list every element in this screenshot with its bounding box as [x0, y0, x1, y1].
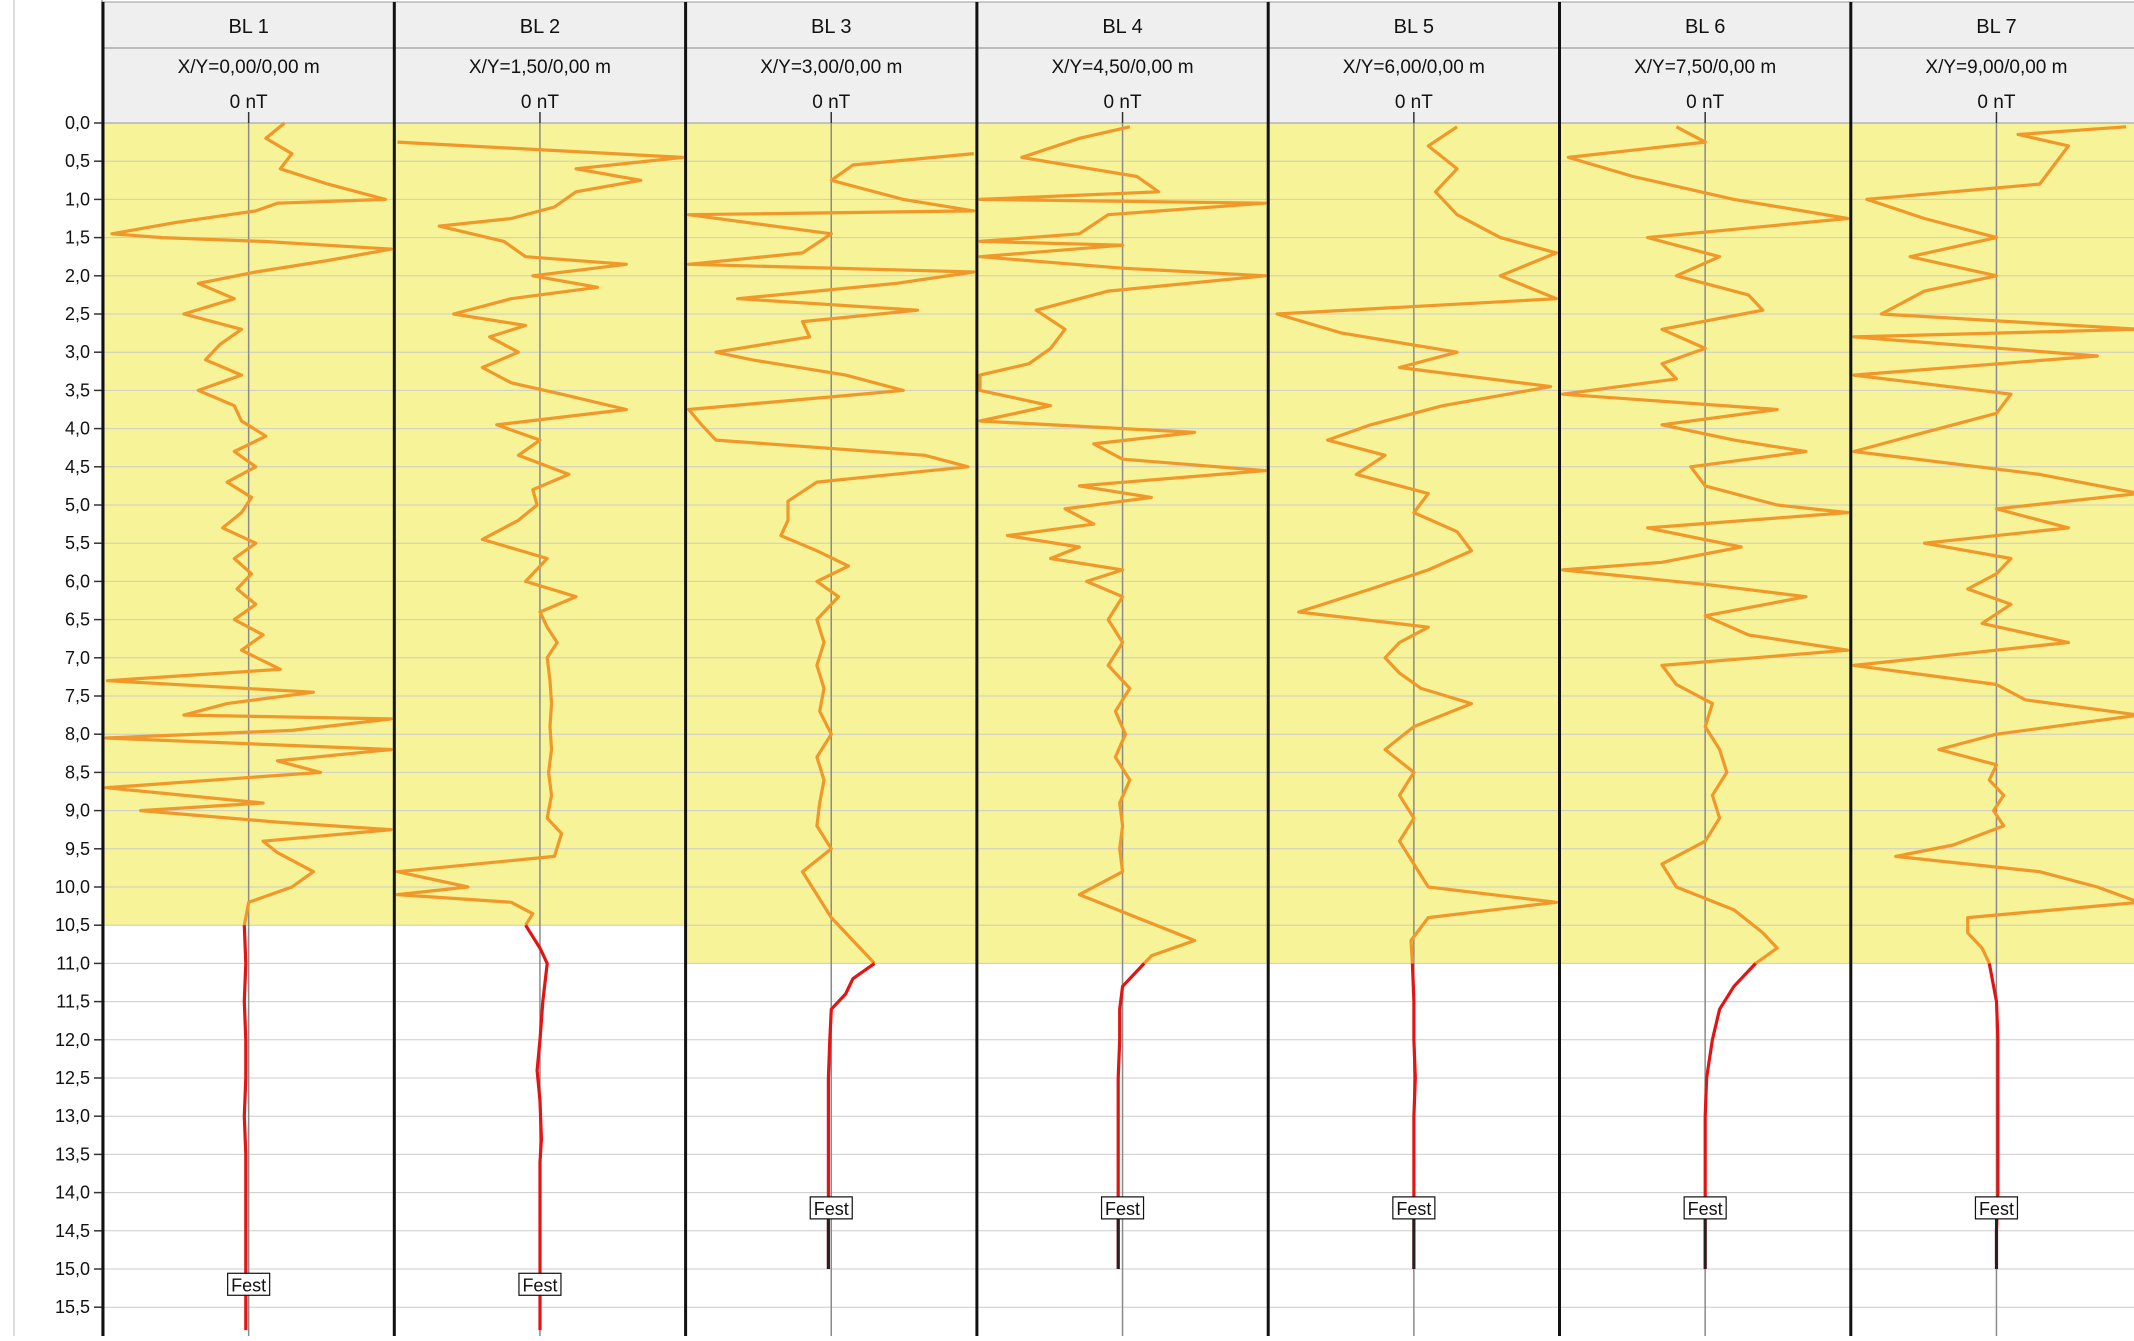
borehole-coords: X/Y=4,50/0,00 m — [1052, 57, 1194, 78]
y-tick-label: 3,0 — [65, 342, 90, 362]
borehole-coords: X/Y=3,00/0,00 m — [760, 57, 902, 78]
marker-label: Fest — [231, 1275, 266, 1295]
borehole-column: BL 5 X/Y=6,00/0,00 m 0 nT Fest — [1267, 1, 1560, 1336]
borehole-name: BL 4 — [1102, 16, 1142, 38]
axis-zero-label: 0 nT — [1686, 92, 1724, 113]
y-tick-label: 11,5 — [56, 992, 90, 1012]
y-tick-label: 0,5 — [65, 151, 90, 171]
borehole-column: BL 2 X/Y=1,50/0,00 m 0 nT Fest — [393, 1, 687, 1336]
marker-box — [1974, 1196, 2019, 1220]
y-tick-label: 10,0 — [55, 877, 90, 897]
y-tick-label: 8,5 — [65, 762, 90, 782]
y-tick-label: 3,5 — [65, 380, 90, 400]
borehole-name: BL 7 — [1976, 16, 2016, 38]
log-curve-zone — [395, 140, 685, 927]
y-tick-label: 1,0 — [65, 189, 90, 209]
y-tick-label: 13,5 — [55, 1144, 90, 1164]
borehole-coords: X/Y=6,00/0,00 m — [1343, 57, 1485, 78]
y-tick-label: 14,5 — [55, 1221, 90, 1241]
log-curve-zone — [1852, 125, 2134, 965]
y-tick-label: 0,0 — [65, 113, 90, 133]
marker-box — [227, 1272, 271, 1296]
y-tick-label: 13,0 — [55, 1106, 90, 1126]
log-curve-zone — [1275, 125, 1559, 964]
y-tick-label: 2,0 — [65, 266, 90, 286]
marker-label: Fest — [1396, 1199, 1431, 1219]
axis-zero-label: 0 nT — [521, 92, 559, 113]
borehole-coords: X/Y=9,00/0,00 m — [1925, 57, 2067, 78]
borehole-column: BL 3 X/Y=3,00/0,00 m 0 nT Fest — [685, 1, 978, 1336]
y-tick-label: 8,0 — [65, 724, 90, 744]
borehole-name: BL 1 — [228, 16, 268, 38]
marker-box — [1683, 1196, 1727, 1220]
log-curve-zone — [687, 152, 976, 965]
y-axis: 0,0 0,5 1,0 1,5 2,0 2,5 3,0 3,5 4,0 4,5 5,0 5,5 6,0 6… — [13, 0, 103, 1336]
column-header — [393, 1, 687, 124]
y-tick-label: 10,5 — [55, 915, 90, 935]
axis-zero-label: 0 nT — [812, 92, 850, 113]
log-curve-zone — [1560, 125, 1850, 965]
y-tick-label: 12,0 — [55, 1030, 90, 1050]
y-tick-label: 5,5 — [65, 533, 90, 553]
column-header — [1850, 1, 2134, 124]
y-tick-label: 9,0 — [65, 801, 90, 821]
marker-label: Fest — [1688, 1199, 1723, 1219]
y-tick-label: 15,0 — [55, 1259, 90, 1279]
borehole-coords: X/Y=7,50/0,00 m — [1634, 57, 1776, 78]
y-tick-label: 5,0 — [65, 495, 90, 515]
borehole-coords: X/Y=1,50/0,00 m — [469, 57, 611, 78]
y-tick-label: 4,5 — [65, 457, 90, 477]
y-tick-label: 6,0 — [65, 571, 90, 591]
marker-label: Fest — [522, 1275, 557, 1295]
y-tick-label: 2,5 — [65, 304, 90, 324]
marker-box — [1392, 1196, 1436, 1220]
marker-box — [518, 1272, 562, 1296]
y-tick-label: 6,5 — [65, 610, 90, 630]
log-curve-zone — [104, 121, 393, 926]
marker-box — [809, 1196, 853, 1220]
y-tick-label: 15,5 — [55, 1297, 90, 1317]
y-tick-label: 11,0 — [56, 953, 90, 973]
borehole-name: BL 3 — [811, 16, 851, 38]
axis-zero-label: 0 nT — [1395, 92, 1433, 113]
marker-label: Fest — [1105, 1199, 1140, 1219]
axis-zero-label: 0 nT — [230, 92, 268, 113]
log-curve-zone — [978, 125, 1267, 965]
column-header — [1559, 1, 1852, 124]
axis-zero-label: 0 nT — [1977, 92, 2015, 113]
marker-box — [1100, 1196, 1145, 1220]
y-tick-label: 12,5 — [55, 1068, 90, 1088]
column-header — [102, 1, 395, 124]
marker-label: Fest — [1979, 1199, 2014, 1219]
marker-label: Fest — [814, 1199, 849, 1219]
log-curve-lower — [524, 924, 549, 1331]
borehole-name: BL 6 — [1685, 16, 1725, 38]
axis-zero-label: 0 nT — [1104, 92, 1142, 113]
y-tick-label: 9,5 — [65, 839, 90, 859]
borehole-column: BL 1 X/Y=0,00/0,00 m 0 nT Fest — [102, 1, 395, 1336]
y-tick-label: 1,5 — [65, 228, 90, 248]
y-tick-label: 7,0 — [65, 648, 90, 668]
column-dividers — [101, 2, 1853, 1336]
borehole-name: BL 2 — [520, 16, 560, 38]
borehole-coords: X/Y=0,00/0,00 m — [178, 57, 320, 78]
y-tick-label: 14,0 — [55, 1183, 90, 1203]
log-curve-lower — [242, 925, 248, 1331]
y-tick-label: 4,0 — [65, 419, 90, 439]
borehole-name: BL 5 — [1394, 16, 1434, 38]
borehole-column: BL 6 X/Y=7,50/0,00 m 0 nT Fest — [1559, 1, 1852, 1336]
y-tick-label: 7,5 — [65, 686, 90, 706]
borehole-column: BL 7 X/Y=9,00/0,00 m 0 nT Fest — [1850, 1, 2134, 1336]
